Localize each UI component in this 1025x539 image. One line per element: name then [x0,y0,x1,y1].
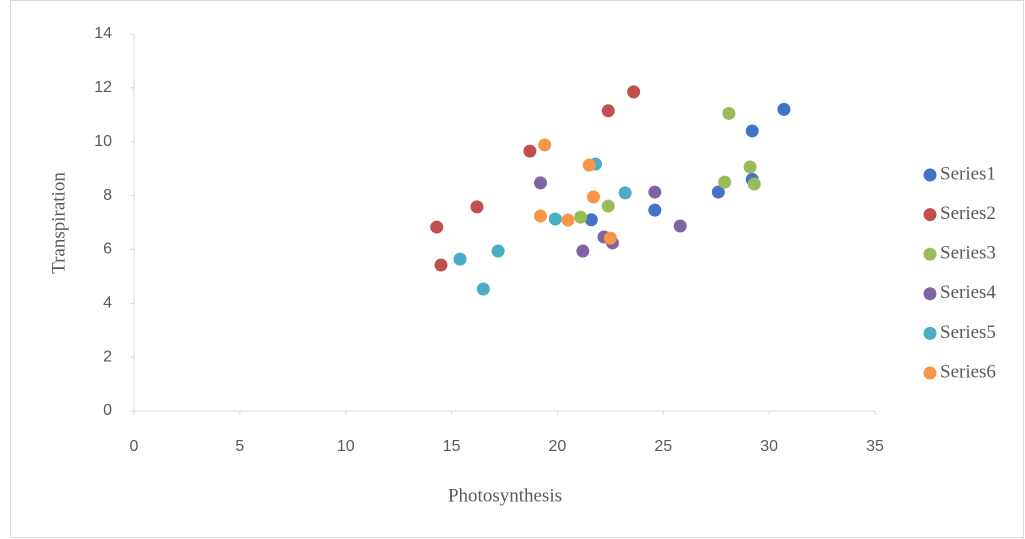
point [470,200,484,214]
point [586,190,600,204]
y-tick-label: 4 [103,295,112,312]
x-tick-label: 5 [235,438,244,455]
point [453,252,467,266]
point [718,175,732,189]
point [627,85,641,99]
y-tick-label: 12 [94,79,112,96]
legend-label: Series6 [940,361,996,382]
legend-marker [923,168,937,182]
point [430,220,444,234]
legend-label: Series4 [940,282,996,303]
legend-marker [923,208,937,222]
legend-marker [923,326,937,340]
legend-label: Series3 [940,243,996,264]
legend-marker [923,366,937,380]
point [548,212,562,226]
point [743,160,757,174]
point [561,213,575,227]
point [574,210,588,224]
point [722,106,736,120]
chart-border [10,0,1024,538]
point [711,185,725,199]
legend-label: Series2 [940,203,996,224]
point [745,124,759,138]
point [648,203,662,217]
point [533,209,547,223]
point [648,185,662,199]
x-tick-label: 30 [760,438,778,455]
point [538,138,552,152]
point [434,258,448,272]
y-tick-label: 8 [103,187,112,204]
legend-label: Series1 [940,163,996,184]
x-axis-title: Photosynthesis [448,485,562,506]
y-axis-title: Transpiration [48,172,69,274]
point [576,244,590,258]
point [618,186,632,200]
point [491,244,505,258]
point [747,177,761,191]
y-tick-label: 0 [103,402,112,419]
y-tick-label: 14 [94,25,112,42]
point [603,231,617,245]
legend-marker [923,247,937,261]
x-tick-label: 0 [130,438,139,455]
point [523,144,537,158]
x-tick-label: 35 [866,438,884,455]
legend-marker [923,287,937,301]
point [584,213,598,227]
point [476,282,490,296]
y-tick-label: 10 [94,133,112,150]
x-tick-label: 20 [549,438,567,455]
y-tick-label: 2 [103,348,112,365]
y-tick-label: 6 [103,241,112,258]
point [601,104,615,118]
point [777,102,791,116]
x-tick-label: 15 [443,438,461,455]
legend-label: Series5 [940,322,996,343]
x-tick-label: 10 [337,438,355,455]
x-tick-label: 25 [654,438,672,455]
point [582,158,596,172]
point [533,176,547,190]
point [601,199,615,213]
point [673,219,687,233]
